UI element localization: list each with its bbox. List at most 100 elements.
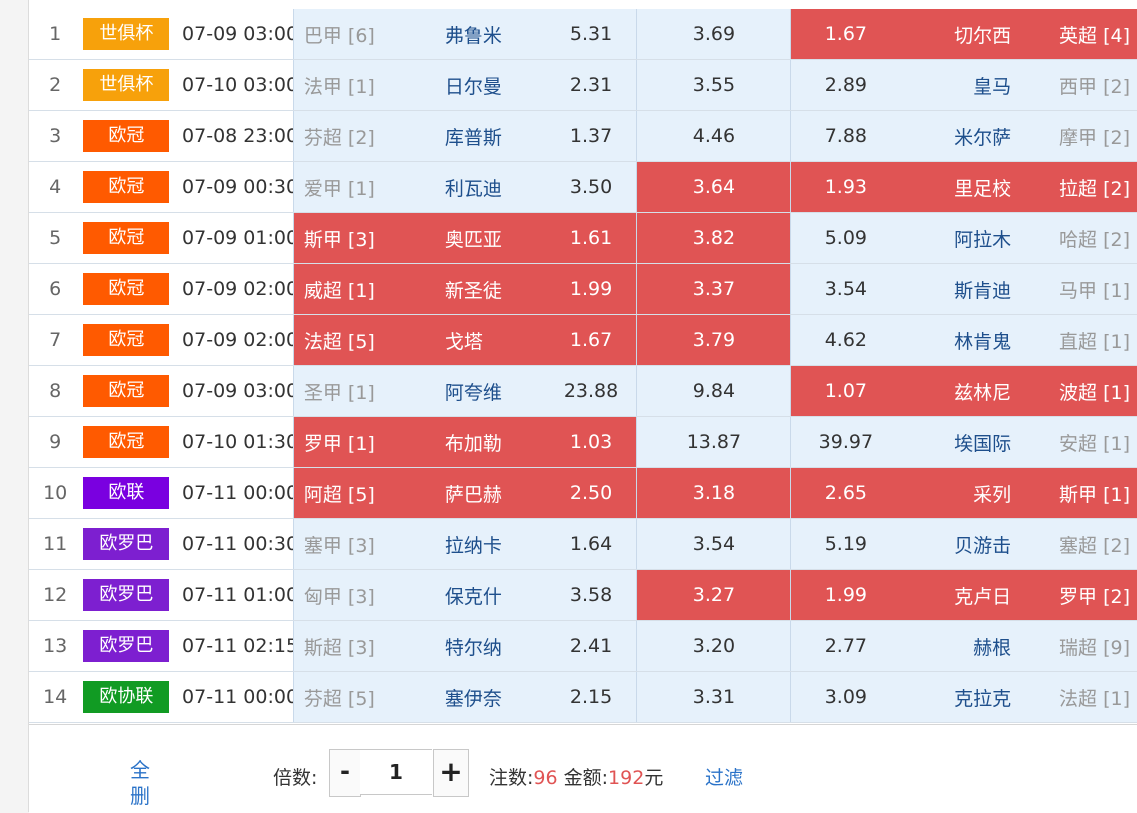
multiplier-input[interactable]: [360, 749, 432, 795]
home-team-name[interactable]: 戈塔: [428, 314, 546, 366]
away-team-name[interactable]: 里足校: [900, 161, 1034, 213]
away-win-odds[interactable]: 1.67: [790, 9, 901, 60]
home-team-rank[interactable]: 芬超 [5]: [293, 671, 429, 723]
away-win-odds[interactable]: 1.07: [790, 365, 901, 417]
away-win-odds[interactable]: 2.65: [790, 467, 901, 519]
away-team-name[interactable]: 林肯鬼: [900, 314, 1034, 366]
draw-odds[interactable]: 3.20: [636, 620, 792, 672]
home-win-odds[interactable]: 3.50: [545, 161, 638, 213]
home-win-odds[interactable]: 1.03: [545, 416, 638, 468]
away-win-odds[interactable]: 2.89: [790, 59, 901, 111]
home-team-rank[interactable]: 阿超 [5]: [293, 467, 429, 519]
draw-odds[interactable]: 4.46: [636, 110, 792, 162]
away-team-rank[interactable]: 直超 [1]: [1033, 314, 1137, 366]
away-team-name[interactable]: 采列: [900, 467, 1034, 519]
home-team-rank[interactable]: 威超 [1]: [293, 263, 429, 315]
home-team-name[interactable]: 萨巴赫: [428, 467, 546, 519]
home-team-rank[interactable]: 圣甲 [1]: [293, 365, 429, 417]
home-win-odds[interactable]: 1.64: [545, 518, 638, 570]
draw-odds[interactable]: 3.18: [636, 467, 792, 519]
draw-odds[interactable]: 3.82: [636, 212, 792, 264]
home-team-rank[interactable]: 法超 [5]: [293, 314, 429, 366]
draw-odds[interactable]: 3.37: [636, 263, 792, 315]
draw-odds[interactable]: 3.27: [636, 569, 792, 621]
away-team-name[interactable]: 切尔西: [900, 9, 1034, 60]
home-team-name[interactable]: 奥匹亚: [428, 212, 546, 264]
home-team-name[interactable]: 拉纳卡: [428, 518, 546, 570]
delete-all-button[interactable]: 全删: [130, 758, 150, 808]
away-team-rank[interactable]: 西甲 [2]: [1033, 59, 1137, 111]
away-team-name[interactable]: 斯肯迪: [900, 263, 1034, 315]
home-team-rank[interactable]: 斯超 [3]: [293, 620, 429, 672]
away-team-rank[interactable]: 斯甲 [1]: [1033, 467, 1137, 519]
draw-odds[interactable]: 13.87: [636, 416, 792, 468]
away-team-name[interactable]: 兹林尼: [900, 365, 1034, 417]
away-team-rank[interactable]: 法超 [1]: [1033, 671, 1137, 723]
away-win-odds[interactable]: 39.97: [790, 416, 901, 468]
away-team-name[interactable]: 皇马: [900, 59, 1034, 111]
away-team-rank[interactable]: 哈超 [2]: [1033, 212, 1137, 264]
away-win-odds[interactable]: 3.54: [790, 263, 901, 315]
away-win-odds[interactable]: 1.93: [790, 161, 901, 213]
home-win-odds[interactable]: 1.61: [545, 212, 638, 264]
home-win-odds[interactable]: 1.99: [545, 263, 638, 315]
away-team-name[interactable]: 克拉克: [900, 671, 1034, 723]
draw-odds[interactable]: 3.55: [636, 59, 792, 111]
away-win-odds[interactable]: 5.19: [790, 518, 901, 570]
home-team-name[interactable]: 新圣徒: [428, 263, 546, 315]
away-team-name[interactable]: 克卢日: [900, 569, 1034, 621]
draw-odds[interactable]: 3.69: [636, 9, 792, 60]
home-win-odds[interactable]: 2.50: [545, 467, 638, 519]
away-win-odds[interactable]: 1.99: [790, 569, 901, 621]
home-team-name[interactable]: 布加勒: [428, 416, 546, 468]
filter-button[interactable]: 过滤: [705, 767, 744, 789]
home-team-name[interactable]: 利瓦迪: [428, 161, 546, 213]
draw-odds[interactable]: 9.84: [636, 365, 792, 417]
away-team-name[interactable]: 米尔萨: [900, 110, 1034, 162]
home-team-name[interactable]: 保克什: [428, 569, 546, 621]
home-win-odds[interactable]: 2.41: [545, 620, 638, 672]
home-win-odds[interactable]: 5.31: [545, 9, 638, 60]
home-win-odds[interactable]: 3.58: [545, 569, 638, 621]
away-team-rank[interactable]: 英超 [4]: [1033, 9, 1137, 60]
home-team-name[interactable]: 阿夸维: [428, 365, 546, 417]
home-team-rank[interactable]: 罗甲 [1]: [293, 416, 429, 468]
home-win-odds[interactable]: 23.88: [545, 365, 638, 417]
home-team-rank[interactable]: 匈甲 [3]: [293, 569, 429, 621]
away-team-rank[interactable]: 波超 [1]: [1033, 365, 1137, 417]
increase-multiplier-button[interactable]: +: [433, 749, 469, 797]
draw-odds[interactable]: 3.54: [636, 518, 792, 570]
home-team-rank[interactable]: 斯甲 [3]: [293, 212, 429, 264]
away-team-name[interactable]: 埃国际: [900, 416, 1034, 468]
away-team-rank[interactable]: 摩甲 [2]: [1033, 110, 1137, 162]
away-team-rank[interactable]: 塞超 [2]: [1033, 518, 1137, 570]
home-team-name[interactable]: 库普斯: [428, 110, 546, 162]
decrease-multiplier-button[interactable]: -: [329, 749, 361, 797]
away-team-name[interactable]: 贝游击: [900, 518, 1034, 570]
home-team-name[interactable]: 塞伊奈: [428, 671, 546, 723]
home-team-rank[interactable]: 巴甲 [6]: [293, 9, 429, 60]
away-win-odds[interactable]: 4.62: [790, 314, 901, 366]
home-team-name[interactable]: 弗鲁米: [428, 9, 546, 60]
away-win-odds[interactable]: 2.77: [790, 620, 901, 672]
away-team-rank[interactable]: 安超 [1]: [1033, 416, 1137, 468]
draw-odds[interactable]: 3.64: [636, 161, 792, 213]
away-team-name[interactable]: 阿拉木: [900, 212, 1034, 264]
away-win-odds[interactable]: 5.09: [790, 212, 901, 264]
home-team-name[interactable]: 日尔曼: [428, 59, 546, 111]
away-team-name[interactable]: 赫根: [900, 620, 1034, 672]
away-win-odds[interactable]: 7.88: [790, 110, 901, 162]
draw-odds[interactable]: 3.79: [636, 314, 792, 366]
home-team-rank[interactable]: 爱甲 [1]: [293, 161, 429, 213]
home-team-rank[interactable]: 芬超 [2]: [293, 110, 429, 162]
away-team-rank[interactable]: 马甲 [1]: [1033, 263, 1137, 315]
home-win-odds[interactable]: 2.31: [545, 59, 638, 111]
away-team-rank[interactable]: 瑞超 [9]: [1033, 620, 1137, 672]
home-team-rank[interactable]: 塞甲 [3]: [293, 518, 429, 570]
home-win-odds[interactable]: 2.15: [545, 671, 638, 723]
away-team-rank[interactable]: 罗甲 [2]: [1033, 569, 1137, 621]
draw-odds[interactable]: 3.31: [636, 671, 792, 723]
home-team-name[interactable]: 特尔纳: [428, 620, 546, 672]
away-team-rank[interactable]: 拉超 [2]: [1033, 161, 1137, 213]
home-win-odds[interactable]: 1.37: [545, 110, 638, 162]
